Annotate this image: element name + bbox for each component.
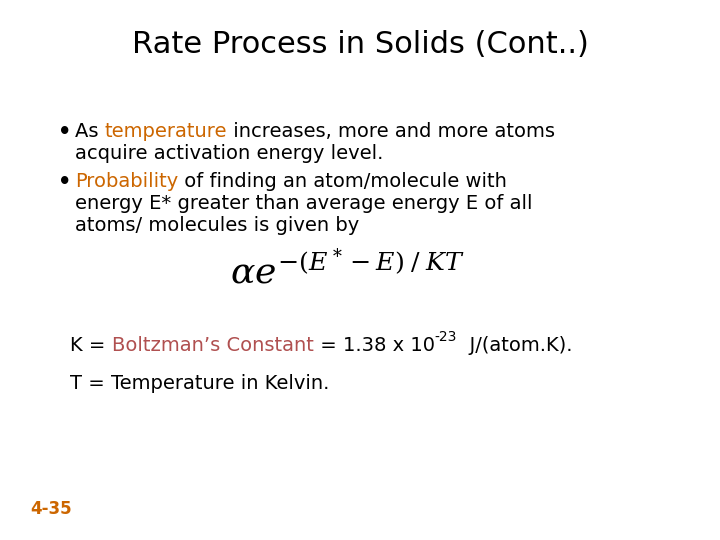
Text: T = Temperature in Kelvin.: T = Temperature in Kelvin. <box>70 374 329 393</box>
Text: energy E* greater than average energy E of all: energy E* greater than average energy E … <box>75 194 533 213</box>
Text: K =: K = <box>70 336 112 355</box>
Text: temperature: temperature <box>104 122 228 141</box>
Text: -23: -23 <box>434 330 457 344</box>
Text: acquire activation energy level.: acquire activation energy level. <box>75 144 383 163</box>
Text: Probability: Probability <box>75 172 179 191</box>
Text: $\alpha e^{-(E^*-E)\;/\;KT}$: $\alpha e^{-(E^*-E)\;/\;KT}$ <box>230 251 465 291</box>
Text: Boltzman’s Constant: Boltzman’s Constant <box>112 336 313 355</box>
Text: = 1.38 x 10: = 1.38 x 10 <box>313 336 434 355</box>
Text: 4-35: 4-35 <box>30 500 71 518</box>
Text: •: • <box>58 122 71 142</box>
Text: increases, more and more atoms: increases, more and more atoms <box>228 122 555 141</box>
Text: atoms/ molecules is given by: atoms/ molecules is given by <box>75 216 359 235</box>
Text: Rate Process in Solids (Cont..): Rate Process in Solids (Cont..) <box>132 30 588 59</box>
Text: •: • <box>58 172 71 192</box>
Text: of finding an atom/molecule with: of finding an atom/molecule with <box>179 172 507 191</box>
Text: As: As <box>75 122 104 141</box>
Text: J/(atom.K).: J/(atom.K). <box>457 336 572 355</box>
